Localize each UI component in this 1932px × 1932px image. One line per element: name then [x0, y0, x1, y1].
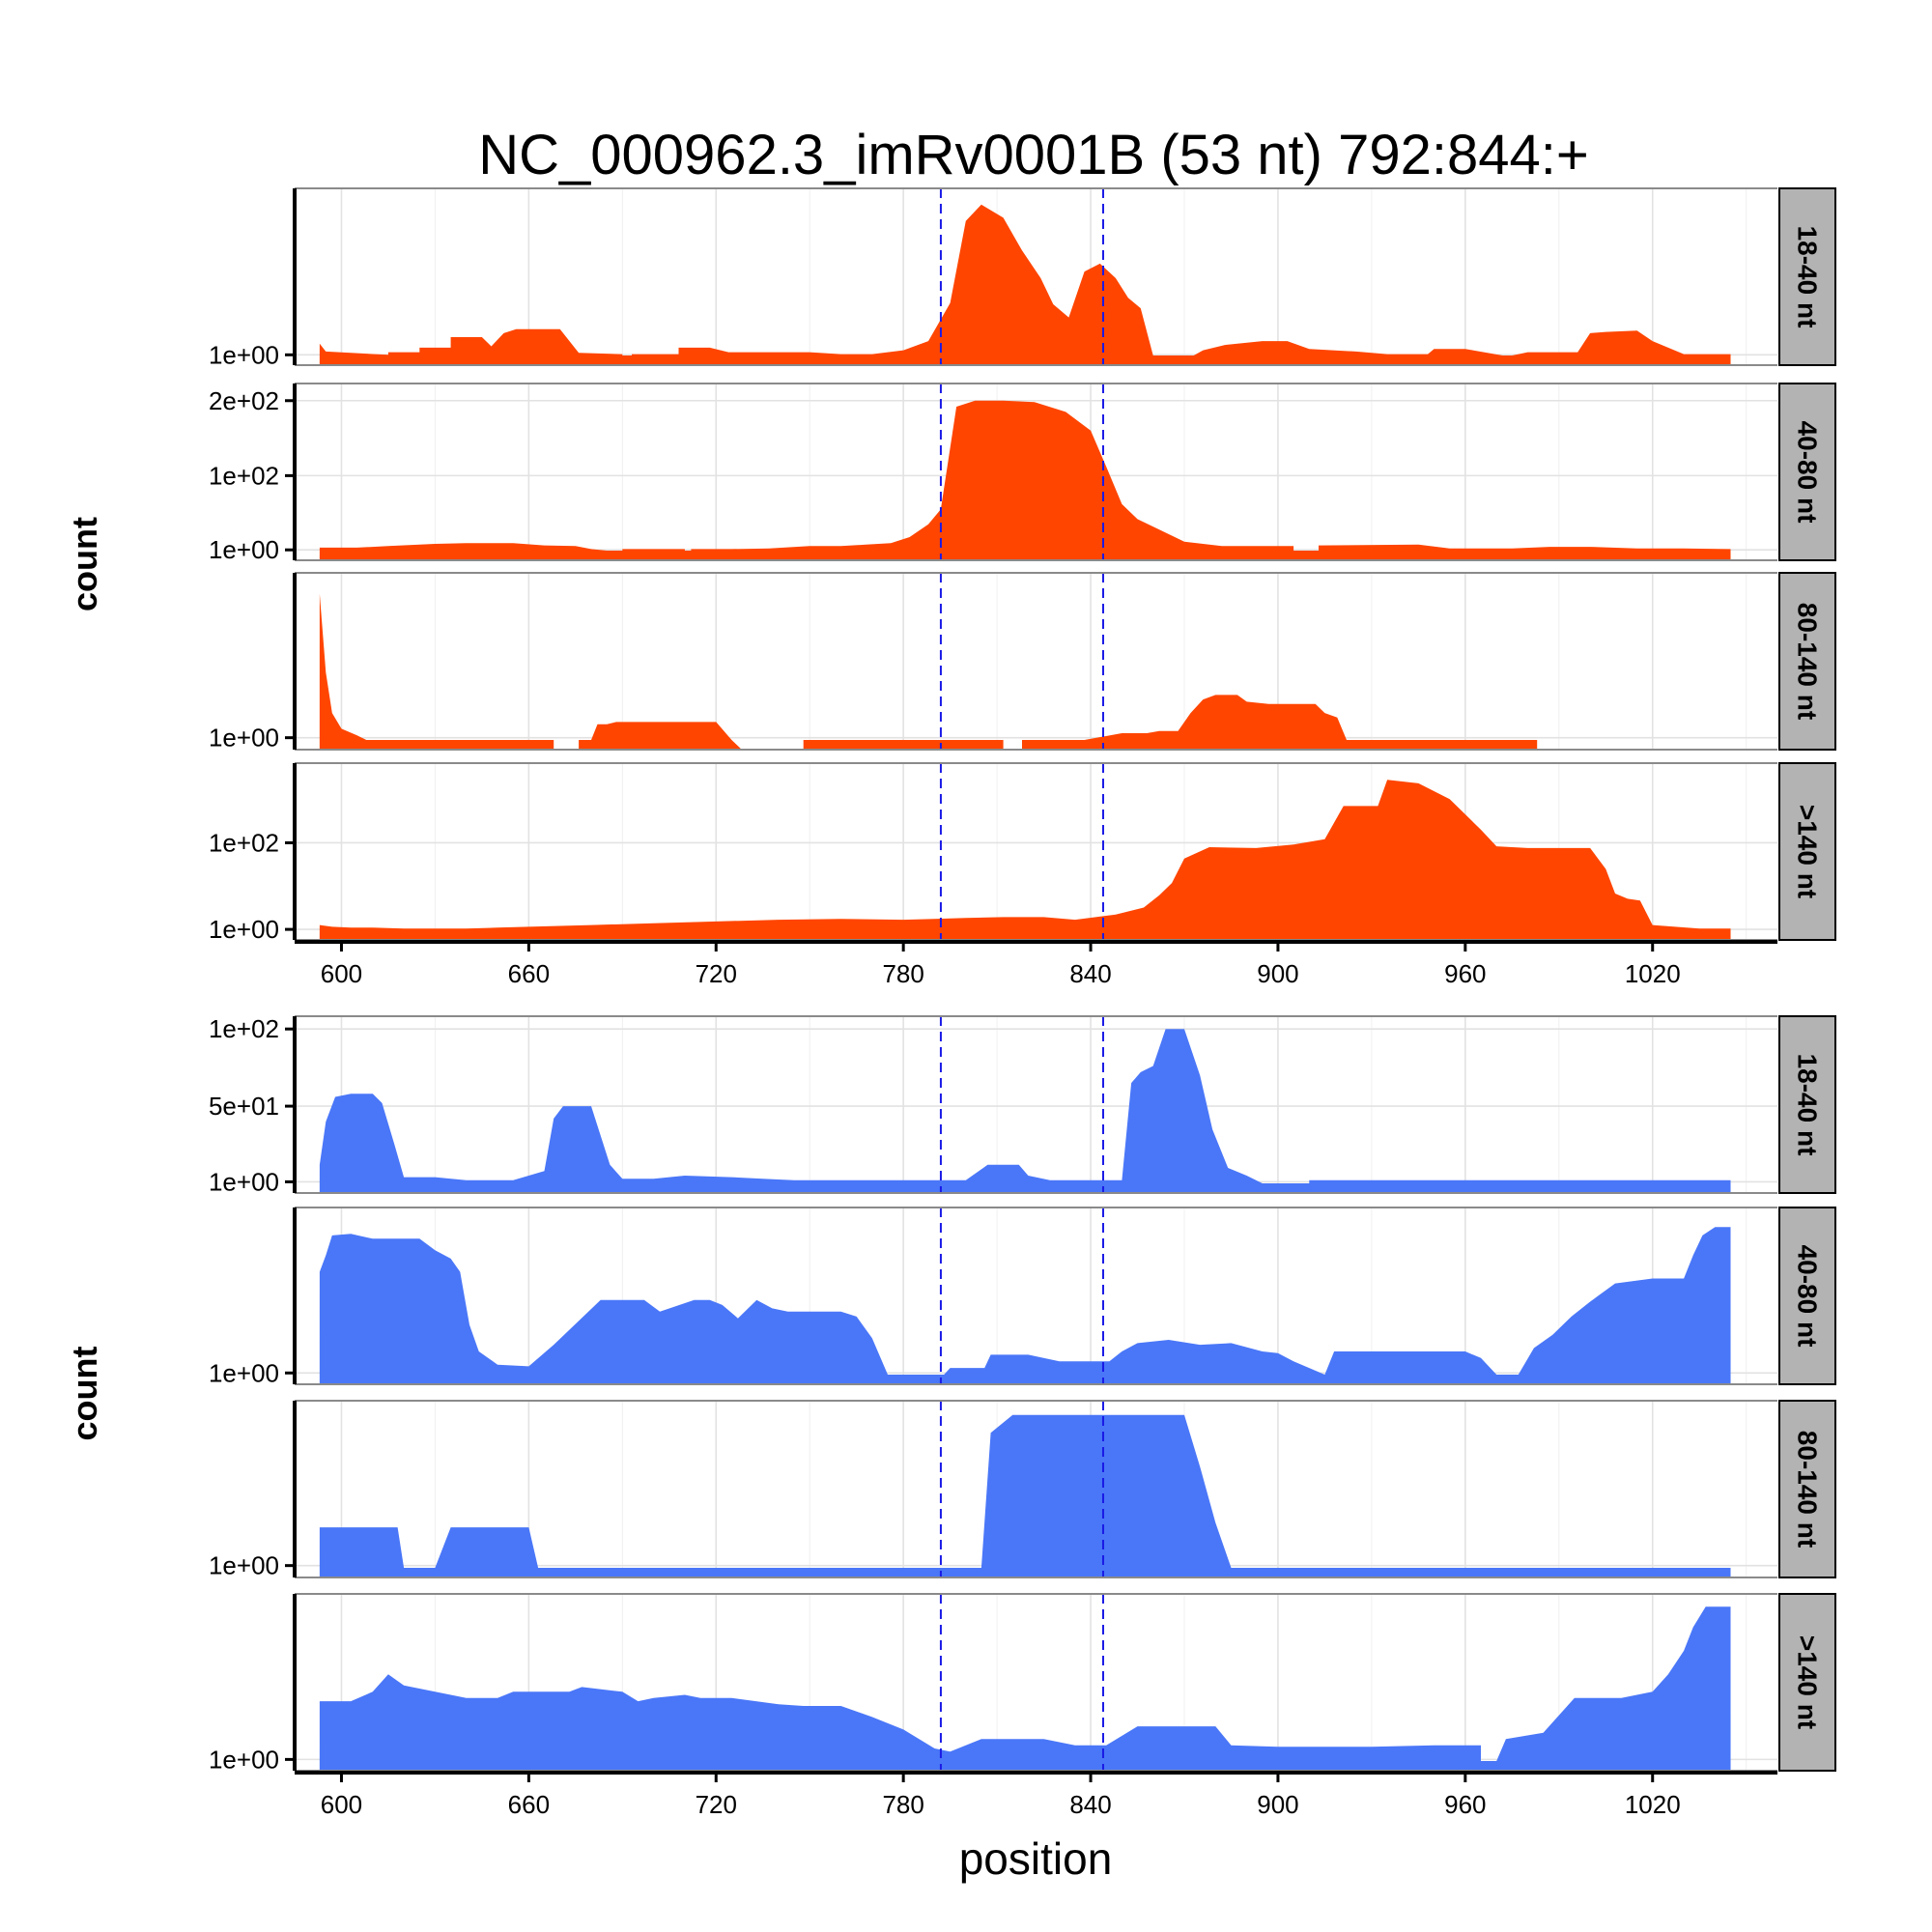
coverage-area-g2-p4 [319, 1606, 1731, 1771]
facet-strip-g2-p4 [1778, 1593, 1836, 1772]
x-tick-label-g1-4: 840 [1069, 959, 1111, 988]
y-tick-label-g1-p2-0: 1e+00 [209, 535, 279, 564]
coverage-area-g1-p1 [319, 204, 1731, 365]
facet-strip-g1-p3 [1778, 572, 1836, 751]
panel-background-g2-p1 [295, 1016, 1777, 1193]
y-tick-label-g1-p2-2: 2e+02 [209, 386, 279, 415]
facet-strip-g2-p3 [1778, 1400, 1836, 1578]
facet-strip-label-g1-p2: 40-80 nt [1793, 421, 1823, 524]
x-tick-label-g2-4: 840 [1069, 1790, 1111, 1819]
y-tick-label-g2-p4-0: 1e+00 [209, 1745, 279, 1774]
y-tick-label-g2-p3-0: 1e+00 [209, 1551, 279, 1580]
facet-strip-label-g1-p3: 80-140 nt [1793, 603, 1823, 720]
x-tick-label-g1-5: 900 [1257, 959, 1298, 988]
y-tick-label-g2-p2-0: 1e+00 [209, 1358, 279, 1387]
y-tick-label-g1-p3-0: 1e+00 [209, 724, 279, 753]
coverage-area-g1-p2 [319, 400, 1731, 560]
facet-strip-g1-p1 [1778, 187, 1836, 366]
facet-strip-label-g1-p4: >140 nt [1793, 805, 1823, 898]
coverage-area-g2-p2 [319, 1227, 1731, 1384]
coverage-area-g1-p4 [319, 780, 1731, 940]
x-axis-label: position [959, 1833, 1113, 1884]
y-axis-label-g2: count [65, 1347, 104, 1441]
facet-strip-label-g2-p3: 80-140 nt [1793, 1431, 1823, 1548]
y-tick-label-g1-p4-0: 1e+00 [209, 915, 279, 944]
facet-strip-g1-p4 [1778, 762, 1836, 941]
y-tick-label-g1-p2-1: 1e+02 [209, 461, 279, 490]
y-tick-label-g2-p1-1: 5e+01 [209, 1092, 279, 1121]
facet-strip-label-g1-p1: 18-40 nt [1793, 226, 1823, 328]
facet-strip-g2-p1 [1778, 1015, 1836, 1194]
facet-strip-label-g2-p1: 18-40 nt [1793, 1054, 1823, 1156]
x-tick-label-g2-5: 900 [1257, 1790, 1298, 1819]
x-tick-label-g1-6: 960 [1444, 959, 1486, 988]
x-tick-label-g1-1: 660 [508, 959, 550, 988]
panel-background-g1-p3 [295, 573, 1777, 750]
facet-strip-g1-p2 [1778, 383, 1836, 561]
facet-strip-label-g2-p4: >140 nt [1793, 1635, 1823, 1729]
y-tick-label-g2-p1-0: 1e+00 [209, 1167, 279, 1196]
y-axis-label-g1: count [65, 517, 104, 611]
x-tick-label-g1-0: 600 [321, 959, 362, 988]
y-tick-label-g1-p1-0: 1e+00 [209, 340, 279, 369]
facet-strip-g2-p2 [1778, 1207, 1836, 1385]
y-tick-label-g1-p4-1: 1e+02 [209, 828, 279, 857]
x-tick-label-g1-2: 720 [696, 959, 737, 988]
x-tick-label-g2-0: 600 [321, 1790, 362, 1819]
x-tick-label-g1-3: 780 [882, 959, 923, 988]
x-tick-label-g2-1: 660 [508, 1790, 550, 1819]
x-tick-label-g2-6: 960 [1444, 1790, 1486, 1819]
y-tick-label-g2-p1-2: 1e+02 [209, 1014, 279, 1043]
x-tick-label-g1-7: 1020 [1625, 959, 1681, 988]
facet-strip-label-g2-p2: 40-80 nt [1793, 1245, 1823, 1348]
chart-title: NC_000962.3_imRv0001B (53 nt) 792:844:+ [478, 124, 1589, 186]
x-tick-label-g2-7: 1020 [1625, 1790, 1681, 1819]
coverage-area-g2-p3 [319, 1414, 1731, 1577]
x-tick-label-g2-2: 720 [696, 1790, 737, 1819]
x-tick-label-g2-3: 780 [882, 1790, 923, 1819]
